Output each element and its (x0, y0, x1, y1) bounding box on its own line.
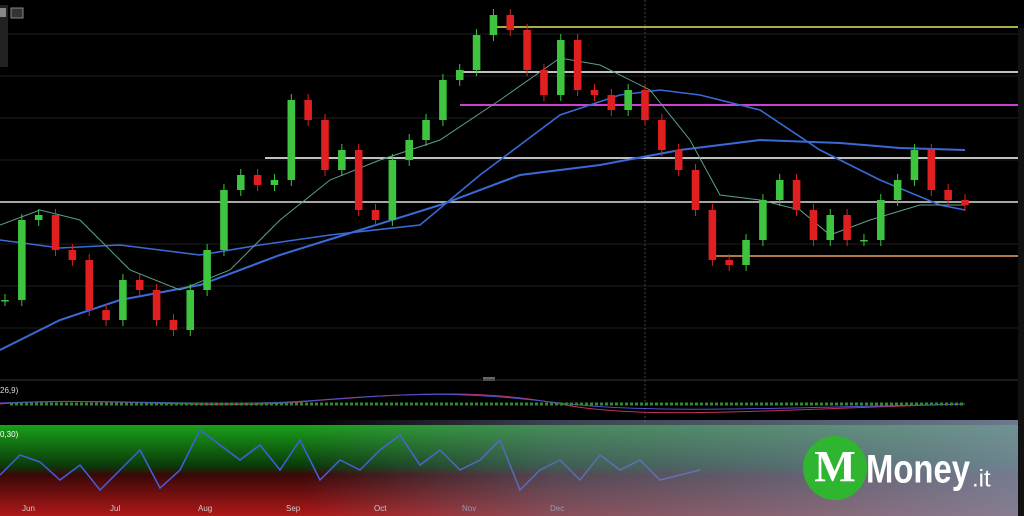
candle-body (455, 70, 464, 80)
x-tick-label: Sep (286, 504, 301, 513)
candle-body (169, 320, 178, 330)
candle-body (388, 160, 397, 220)
x-tick-label: Jul (110, 504, 120, 513)
candle-body (674, 150, 683, 170)
candle-body (792, 180, 801, 210)
logo-text: Money (866, 448, 971, 492)
moving-average-mid (0, 89, 966, 256)
x-tick-label: Jun (22, 504, 35, 513)
candle-body (877, 200, 885, 240)
candle-body (270, 180, 279, 185)
indicator-label: 26,9) (0, 386, 19, 395)
candle-body (422, 120, 430, 140)
candle-body (51, 215, 60, 250)
candle-body (18, 220, 26, 300)
candle-body (944, 190, 952, 200)
candle-body (304, 100, 312, 120)
candle-body (624, 90, 632, 110)
candle-body (826, 215, 835, 240)
candle-body (489, 15, 498, 35)
candle-body (135, 280, 144, 290)
candle-body (371, 210, 380, 220)
candle-body (321, 120, 329, 170)
macd-panel: 26,9) (0, 386, 966, 414)
x-tick-label: Dec (550, 504, 564, 513)
scrollbar (1018, 28, 1024, 516)
candle-body (338, 150, 346, 170)
splitter (483, 377, 495, 381)
candle-body (607, 95, 616, 110)
svg-text:M: M (814, 442, 856, 491)
button[interactable] (0, 8, 6, 17)
candle-body (152, 290, 161, 320)
candle-body (573, 40, 582, 90)
logo: M Money .it (803, 436, 991, 500)
candle-body (540, 70, 548, 95)
moving-average-long (0, 138, 966, 351)
overlay (300, 420, 1024, 516)
candle-body (1, 300, 9, 302)
candle-body (354, 150, 363, 210)
logo-suffix: .it (972, 465, 991, 492)
indicator-label: 0,30) (0, 430, 19, 439)
candles (1, 9, 969, 336)
candle-body (506, 15, 515, 30)
candle-body (641, 90, 649, 120)
candle-body (439, 80, 447, 120)
candle-body (691, 170, 700, 210)
candle-body (68, 250, 77, 260)
candle-body (253, 175, 262, 185)
candle-body (961, 200, 969, 205)
toolbar (0, 5, 8, 67)
candle-body (725, 260, 733, 265)
candle-body (287, 100, 296, 180)
candle-body (590, 90, 599, 95)
candle-body (557, 40, 565, 95)
candle-body (220, 190, 228, 250)
x-tick-label: Oct (374, 504, 387, 513)
candle-body (809, 210, 818, 240)
candle-body (742, 240, 750, 265)
candle-body (523, 30, 531, 70)
candle-body (759, 200, 767, 240)
x-tick-label: Nov (462, 504, 476, 513)
x-axis: Jun Jul Aug Sep Oct Nov Dec (22, 504, 564, 513)
candle-body (405, 140, 413, 160)
candle-body (102, 310, 110, 320)
candle-body (927, 150, 936, 190)
candle-body (34, 215, 43, 220)
x-tick-label: Aug (198, 504, 212, 513)
candle-body (843, 215, 851, 240)
candle-body (85, 260, 93, 310)
candle-body (860, 240, 868, 242)
candle-body (658, 120, 666, 150)
button[interactable] (10, 7, 24, 19)
candle-body (237, 175, 245, 190)
candle-body (775, 180, 784, 200)
candle-body (893, 180, 902, 200)
candle-body (119, 280, 127, 320)
candle-body (910, 150, 919, 180)
candle-body (186, 290, 195, 330)
candle-body (708, 210, 717, 260)
candle-body (472, 35, 481, 70)
candle-body (203, 250, 211, 290)
